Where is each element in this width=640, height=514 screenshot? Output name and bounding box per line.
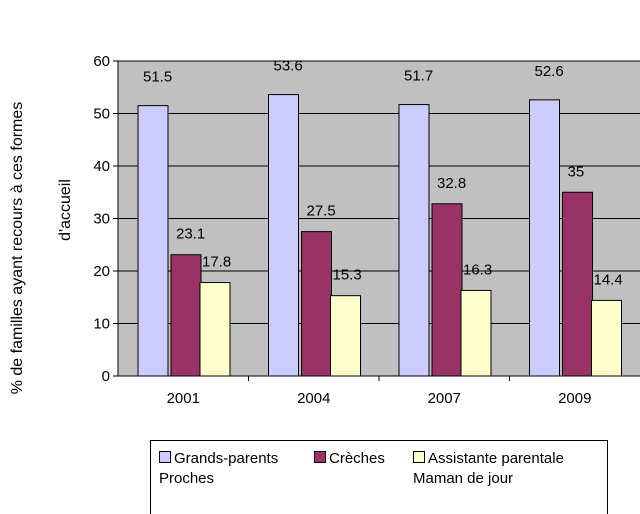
y-tick-label: 30 xyxy=(93,211,110,228)
y-axis-label-line1: % de familles ayant recours à ces formes xyxy=(9,102,26,395)
bar xyxy=(529,99,560,377)
data-label: 52.6 xyxy=(535,63,564,80)
legend-swatch xyxy=(159,451,171,463)
y-tick-label: 50 xyxy=(93,106,110,123)
y-tick-label: 20 xyxy=(93,263,110,280)
bar xyxy=(301,231,332,377)
bar xyxy=(268,94,299,377)
x-tick-label: 2004 xyxy=(297,390,330,407)
y-tick-label: 60 xyxy=(93,53,110,70)
y-axis-label: % de familles ayant recours à ces formes… xyxy=(9,102,74,395)
y-tick-label: 0 xyxy=(102,368,110,385)
data-label: 27.5 xyxy=(307,203,336,220)
legend-swatch xyxy=(314,451,326,463)
data-label: 23.1 xyxy=(176,226,205,243)
data-label: 16.3 xyxy=(463,261,492,278)
bar xyxy=(431,203,463,377)
data-label: 14.4 xyxy=(594,271,623,288)
legend-item-creches: Crèches xyxy=(314,449,385,469)
bar xyxy=(330,295,361,377)
bar xyxy=(137,105,169,377)
x-tick-label: 2001 xyxy=(167,390,200,407)
y-axis-label-line2: d'accueil xyxy=(57,179,74,241)
bar xyxy=(398,104,430,377)
plot-area: 0 10 20 30 40 50 60 51.5 23.1 17.8 2001 53.6 27.5 15.… xyxy=(93,53,640,407)
legend-swatch xyxy=(413,451,425,463)
legend-item-grands-parents: Grands-parents Proches xyxy=(159,449,278,489)
data-label: 51.7 xyxy=(404,68,433,85)
x-tick-label: 2009 xyxy=(558,390,591,407)
data-label: 51.5 xyxy=(143,69,172,86)
y-tick-label: 40 xyxy=(93,158,110,175)
legend-label: Assistante parentale Maman de jour xyxy=(413,450,564,487)
data-label: 15.3 xyxy=(333,267,362,284)
data-label: 17.8 xyxy=(202,254,231,271)
bar xyxy=(170,254,202,377)
legend-label: Grands-parents Proches xyxy=(159,450,279,487)
legend-label: Crèches xyxy=(329,450,385,467)
bar xyxy=(562,191,593,377)
data-label: 32.8 xyxy=(437,175,466,192)
data-label: 35 xyxy=(568,163,585,180)
bar xyxy=(460,289,492,377)
bar xyxy=(591,299,622,377)
legend-item-assistante: Assistante parentale Maman de jour xyxy=(413,449,564,489)
y-tick-label: 10 xyxy=(93,316,110,333)
x-tick-label: 2007 xyxy=(428,390,461,407)
data-label: 53.6 xyxy=(274,58,303,75)
bar xyxy=(199,282,231,377)
legend: Grands-parents Proches Crèches Assistant… xyxy=(150,440,608,514)
